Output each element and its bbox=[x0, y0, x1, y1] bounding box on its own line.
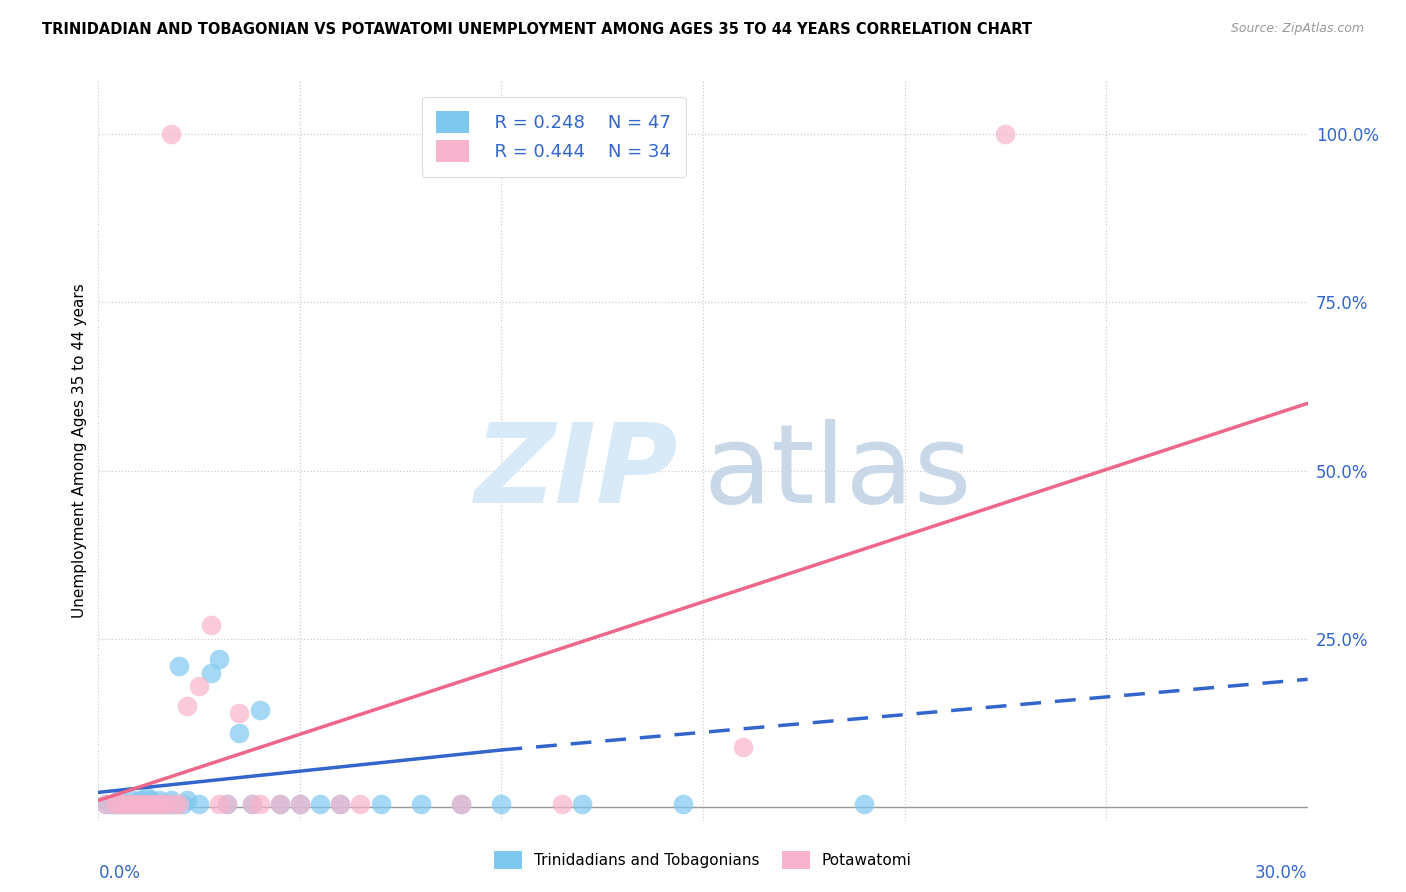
Point bbox=[143, 797, 166, 811]
Point bbox=[124, 797, 146, 811]
Point bbox=[176, 699, 198, 714]
Point bbox=[329, 797, 352, 811]
Point bbox=[733, 739, 755, 754]
Point bbox=[156, 797, 179, 811]
Point bbox=[551, 797, 574, 811]
Point bbox=[249, 703, 271, 717]
Point bbox=[269, 797, 291, 811]
Text: Source: ZipAtlas.com: Source: ZipAtlas.com bbox=[1230, 22, 1364, 36]
Point bbox=[128, 797, 150, 811]
Point bbox=[143, 797, 166, 811]
Text: 0.0%: 0.0% bbox=[98, 864, 141, 882]
Point bbox=[200, 665, 222, 680]
Point bbox=[309, 797, 332, 811]
Point bbox=[994, 127, 1017, 141]
Point bbox=[269, 797, 291, 811]
Point bbox=[152, 797, 174, 811]
Text: atlas: atlas bbox=[703, 419, 972, 526]
Point bbox=[107, 797, 129, 811]
Point bbox=[240, 797, 263, 811]
Point bbox=[176, 793, 198, 807]
Legend: Trinidadians and Tobagonians, Potawatomi: Trinidadians and Tobagonians, Potawatomi bbox=[488, 845, 918, 875]
Point bbox=[107, 793, 129, 807]
Point bbox=[148, 797, 170, 811]
Point bbox=[228, 706, 250, 720]
Point bbox=[107, 797, 129, 811]
Point bbox=[249, 797, 271, 811]
Point bbox=[111, 797, 134, 811]
Point bbox=[100, 797, 122, 811]
Point bbox=[135, 790, 157, 805]
Text: 30.0%: 30.0% bbox=[1256, 864, 1308, 882]
Point bbox=[228, 726, 250, 740]
Point bbox=[132, 793, 155, 807]
Point bbox=[288, 797, 311, 811]
Point bbox=[156, 797, 179, 811]
Point bbox=[409, 797, 432, 811]
Point bbox=[152, 797, 174, 811]
Point bbox=[672, 797, 695, 811]
Point bbox=[329, 797, 352, 811]
Point bbox=[188, 797, 211, 811]
Y-axis label: Unemployment Among Ages 35 to 44 years: Unemployment Among Ages 35 to 44 years bbox=[72, 283, 87, 618]
Point bbox=[172, 797, 194, 811]
Point bbox=[167, 797, 190, 811]
Point bbox=[853, 797, 876, 811]
Point bbox=[217, 797, 239, 811]
Point bbox=[111, 797, 134, 811]
Point bbox=[200, 618, 222, 632]
Point bbox=[135, 797, 157, 811]
Point bbox=[167, 658, 190, 673]
Point bbox=[132, 797, 155, 811]
Point bbox=[103, 797, 125, 811]
Point bbox=[349, 797, 371, 811]
Point bbox=[160, 793, 183, 807]
Point bbox=[160, 797, 183, 811]
Point bbox=[163, 797, 186, 811]
Point bbox=[128, 797, 150, 811]
Point bbox=[103, 797, 125, 811]
Point bbox=[571, 797, 593, 811]
Point bbox=[240, 797, 263, 811]
Point bbox=[96, 797, 118, 811]
Point bbox=[450, 797, 472, 811]
Point bbox=[163, 797, 186, 811]
Point bbox=[115, 797, 138, 811]
Point bbox=[208, 797, 231, 811]
Point bbox=[96, 797, 118, 811]
Point bbox=[148, 797, 170, 811]
Point bbox=[132, 797, 155, 811]
Point bbox=[128, 793, 150, 807]
Point bbox=[139, 797, 162, 811]
Text: ZIP: ZIP bbox=[475, 419, 679, 526]
Point bbox=[217, 797, 239, 811]
Point bbox=[120, 797, 142, 811]
Point bbox=[120, 793, 142, 807]
Legend:   R = 0.248    N = 47,   R = 0.444    N = 34: R = 0.248 N = 47, R = 0.444 N = 34 bbox=[422, 96, 686, 177]
Point bbox=[139, 793, 162, 807]
Point bbox=[148, 793, 170, 807]
Point bbox=[491, 797, 513, 811]
Point bbox=[135, 797, 157, 811]
Point bbox=[450, 797, 472, 811]
Point bbox=[188, 679, 211, 693]
Point bbox=[120, 797, 142, 811]
Point bbox=[115, 797, 138, 811]
Point bbox=[139, 797, 162, 811]
Point bbox=[288, 797, 311, 811]
Point bbox=[208, 652, 231, 666]
Point bbox=[124, 797, 146, 811]
Point bbox=[160, 127, 183, 141]
Point bbox=[370, 797, 392, 811]
Text: TRINIDADIAN AND TOBAGONIAN VS POTAWATOMI UNEMPLOYMENT AMONG AGES 35 TO 44 YEARS : TRINIDADIAN AND TOBAGONIAN VS POTAWATOMI… bbox=[42, 22, 1032, 37]
